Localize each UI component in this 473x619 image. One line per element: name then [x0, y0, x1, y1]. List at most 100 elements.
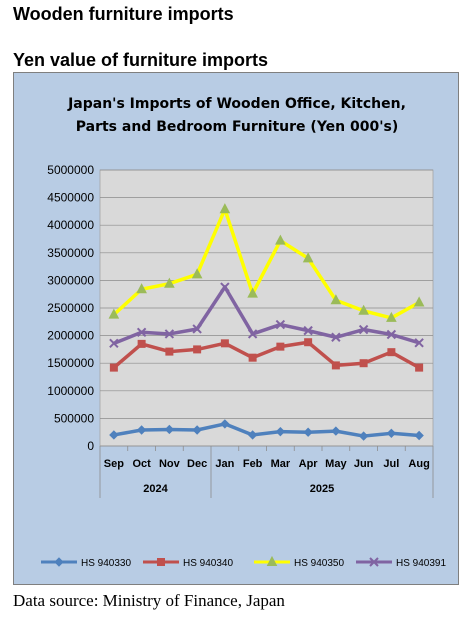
marker-stroke — [164, 329, 175, 339]
x-group-label: 2025 — [310, 483, 334, 495]
legend-marker — [369, 557, 379, 567]
data-point — [247, 287, 258, 298]
data-point — [331, 332, 341, 342]
data-point — [275, 426, 286, 437]
legend: HS 940330 HS 940340 HS 940350 HS 940391 — [41, 555, 446, 569]
data-point — [386, 428, 397, 439]
marker-stroke — [358, 324, 369, 335]
data-point — [191, 268, 203, 279]
chart-svg: Japan's Imports of Wooden Office, Kitche… — [41, 96, 446, 569]
chart-title-line-2: Parts and Bedroom Furniture (Yen 000's) — [76, 119, 399, 135]
x-tick-label: Aug — [408, 458, 429, 470]
data-point — [386, 329, 397, 340]
page-title: Wooden furniture imports — [13, 4, 234, 24]
data-point — [358, 324, 369, 335]
data-point — [304, 338, 313, 347]
x-tick-label: May — [325, 458, 347, 470]
data-point — [164, 424, 175, 435]
data-point — [247, 329, 258, 339]
legend-label: HS 940391 — [396, 558, 446, 569]
page-subtitle: Yen value of furniture imports — [13, 50, 269, 70]
data-source-note: Data source: Ministry of Finance, Japan — [13, 591, 285, 610]
legend-item: HS 940330 — [41, 557, 131, 569]
data-point — [331, 426, 341, 436]
x-tick-label: Feb — [243, 458, 263, 470]
data-point — [330, 294, 342, 305]
data-point — [109, 363, 118, 372]
data-point — [164, 277, 175, 288]
data-point — [386, 311, 397, 322]
x-tick-label: Jul — [383, 458, 399, 470]
data-point — [302, 252, 314, 263]
legend-label: HS 940330 — [81, 558, 131, 569]
data-point — [387, 348, 396, 357]
data-point — [276, 342, 285, 351]
y-tick-label: 3500000 — [47, 246, 94, 260]
x-tick-label: Mar — [271, 458, 291, 470]
axes: 0 500000 1000000 1500000 2000000 2500000 30000… — [47, 163, 434, 498]
data-point — [219, 203, 231, 214]
chart-container: Japan's Imports of Wooden Office, Kitche… — [13, 72, 459, 585]
data-point — [248, 353, 257, 362]
data-point — [220, 419, 230, 429]
y-tick-label: 5000000 — [47, 163, 94, 177]
marker-stroke — [303, 325, 313, 336]
data-point — [415, 363, 424, 372]
x-tick-label: Nov — [159, 458, 181, 470]
data-point — [414, 430, 424, 441]
data-point — [137, 339, 146, 348]
legend-marker — [157, 558, 165, 566]
legend-label: HS 940340 — [183, 558, 233, 569]
data-point — [164, 329, 175, 339]
marker-stroke — [192, 324, 202, 334]
data-point — [192, 324, 202, 334]
x-tick-label: Oct — [132, 458, 151, 470]
legend-marker — [266, 555, 278, 566]
y-tick-label: 2000000 — [47, 329, 94, 343]
y-tick-label: 0 — [87, 439, 94, 453]
marker-stroke — [386, 329, 397, 340]
x-tick-label: Jun — [354, 458, 374, 470]
series-line — [112, 207, 420, 320]
x-tick-label: Apr — [299, 458, 319, 470]
data-point — [108, 308, 120, 319]
data-point — [109, 430, 119, 440]
data-point — [136, 327, 147, 337]
series-hs-940350 — [108, 203, 425, 322]
data-point — [165, 347, 174, 356]
y-tick-label: 500000 — [54, 411, 94, 425]
data-point — [136, 425, 147, 435]
y-tick-label: 1500000 — [47, 356, 94, 370]
series-line — [113, 422, 420, 438]
legend-item: HS 940340 — [143, 558, 233, 569]
series-line — [112, 340, 420, 370]
marker-stroke — [414, 338, 424, 348]
x-group-label: 2024 — [143, 483, 168, 495]
data-point — [193, 345, 202, 354]
legend-item: HS 940350 — [254, 555, 344, 569]
y-tick-label: 4500000 — [47, 191, 94, 205]
marker-stroke — [220, 282, 230, 292]
series-line — [113, 285, 420, 345]
y-tick-label: 3000000 — [47, 273, 94, 287]
y-tick-label: 1000000 — [47, 384, 94, 398]
chart-title-line-1: Japan's Imports of Wooden Office, Kitche… — [67, 96, 406, 112]
data-point — [413, 296, 425, 307]
data-point — [136, 283, 147, 294]
data-point — [303, 325, 313, 336]
data-point — [331, 361, 340, 370]
series-hs-940391 — [109, 282, 424, 349]
marker-stroke — [275, 319, 286, 330]
data-point — [247, 430, 258, 440]
data-point — [109, 338, 119, 349]
marker-stroke — [109, 338, 119, 349]
data-point — [192, 425, 202, 435]
marker-stroke — [247, 329, 258, 339]
data-point — [220, 339, 229, 348]
data-point — [220, 282, 230, 292]
data-point — [303, 427, 313, 437]
legend-item: HS 940391 — [356, 557, 446, 569]
marker-stroke — [136, 327, 147, 337]
y-tick-label: 4000000 — [47, 218, 94, 232]
x-tick-label: Jan — [215, 458, 234, 470]
